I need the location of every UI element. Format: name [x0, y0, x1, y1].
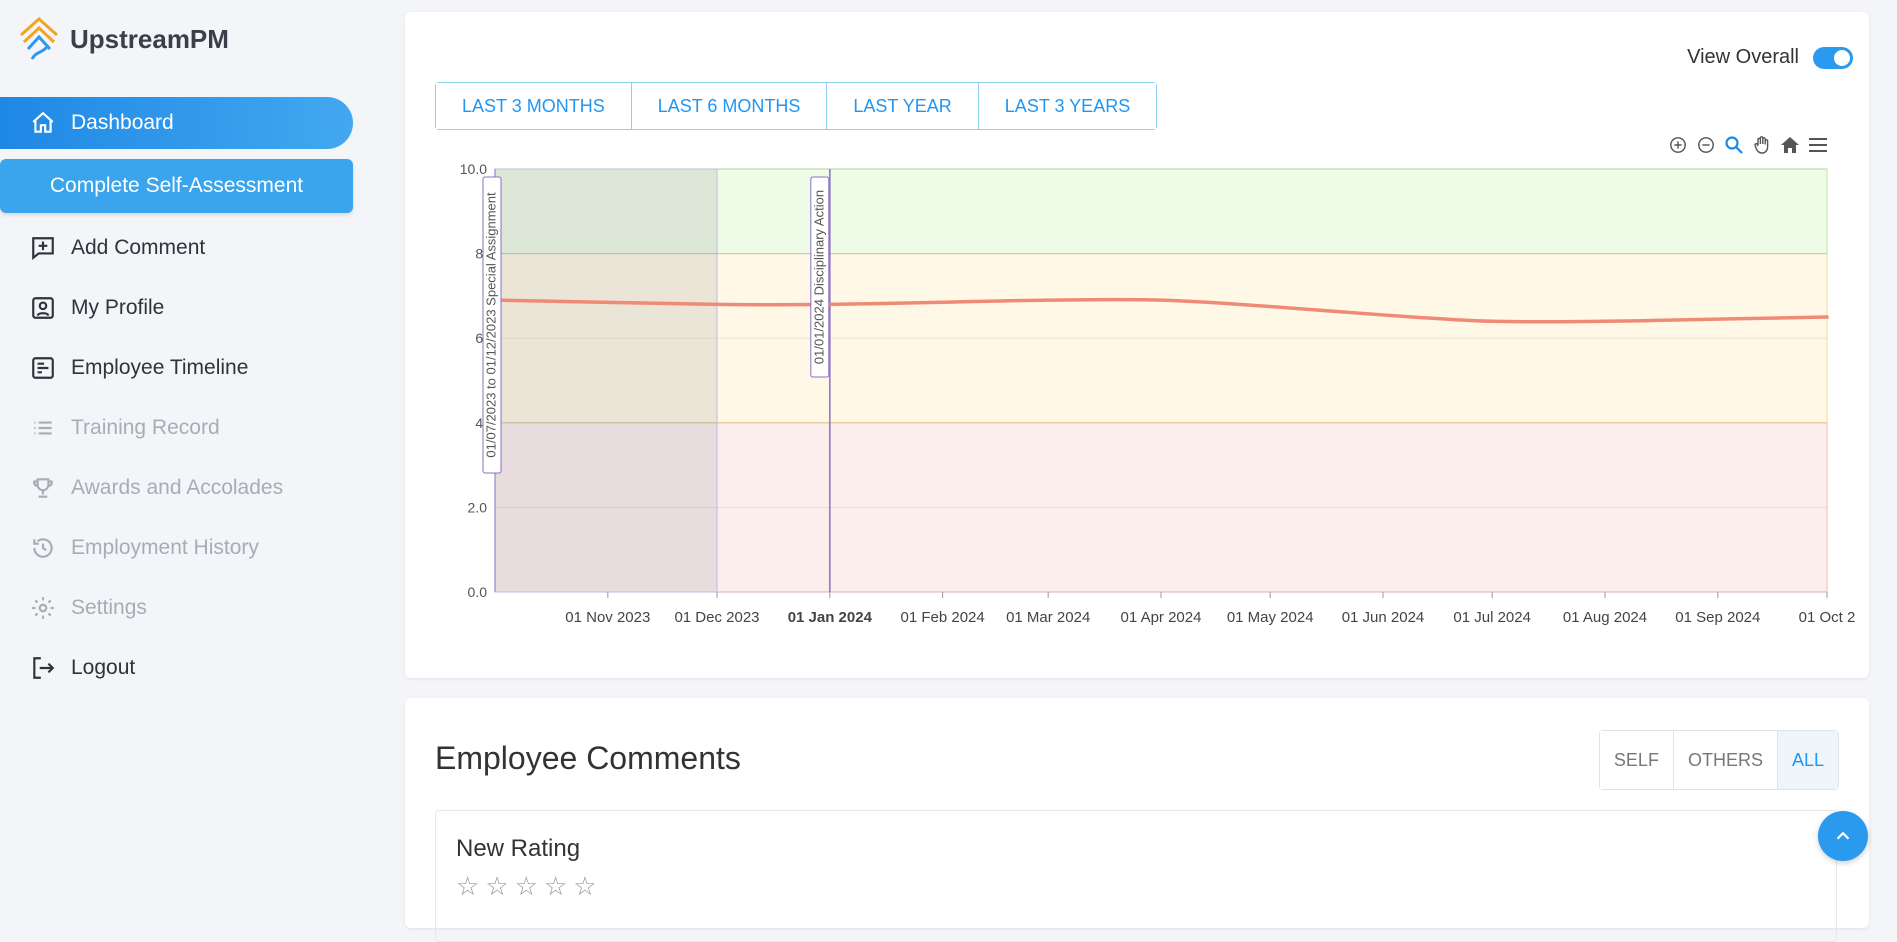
- range-last-3-months-button[interactable]: LAST 3 MONTHS: [436, 83, 632, 129]
- filter-all-button[interactable]: ALL: [1777, 731, 1838, 789]
- star-3-icon[interactable]: ☆: [514, 871, 538, 901]
- filter-self-button[interactable]: SELF: [1599, 731, 1674, 789]
- x-tick-label: 01 Mar 2024: [1006, 609, 1090, 626]
- sidebar-item-label: Training Record: [71, 416, 220, 439]
- x-tick-label: 01 Nov 2023: [565, 609, 650, 626]
- new-rating-panel: New Rating ☆ ☆ ☆ ☆ ☆: [435, 810, 1837, 942]
- filter-others-button[interactable]: OTHERS: [1673, 731, 1778, 789]
- toggle-knob: [1834, 49, 1850, 66]
- x-tick-label: 01 Oct 2: [1799, 609, 1856, 626]
- annotation-label-special-assignment: 01/07/2023 to 01/12/2023 Special Assignm…: [483, 192, 498, 458]
- pan-hand-icon[interactable]: [1751, 134, 1773, 156]
- chevron-up-icon: [1836, 831, 1850, 840]
- x-tick-label: 01 Sep 2024: [1675, 609, 1760, 626]
- sidebar-item-label: Awards and Accolades: [71, 476, 284, 499]
- annotation-label-disciplinary-action: 01/01/2024 Disciplinary Action: [811, 190, 826, 364]
- gear-icon: [29, 594, 57, 622]
- y-tick-label: 10.0: [460, 161, 487, 177]
- trophy-icon: [29, 474, 57, 502]
- scroll-to-top-button[interactable]: [1818, 811, 1868, 861]
- reset-home-icon[interactable]: [1779, 134, 1801, 156]
- sidebar-item-label: Settings: [71, 596, 147, 619]
- view-overall-control: View Overall: [1687, 46, 1853, 69]
- y-tick-label: 8.: [475, 246, 487, 262]
- list-icon: [29, 414, 57, 442]
- sidebar-item-label: Dashboard: [71, 111, 174, 134]
- sidebar-item-label: Employee Timeline: [71, 356, 249, 379]
- x-tick-label: 01 Jan 2024: [788, 609, 873, 626]
- sidebar: UpstreamPM Dashboard Complete Self-Asses…: [0, 0, 370, 910]
- x-tick-label: 01 Jul 2024: [1453, 609, 1531, 626]
- sidebar-item-employment-history[interactable]: Employment History: [0, 522, 353, 574]
- series-line-0: [493, 297, 1829, 324]
- menu-icon[interactable]: [1807, 134, 1829, 156]
- sidebar-item-my-profile[interactable]: My Profile: [0, 282, 353, 334]
- annotation-label-box: [482, 176, 502, 474]
- range-last-6-months-button[interactable]: LAST 6 MONTHS: [631, 83, 828, 129]
- range-last-3-years-button[interactable]: LAST 3 YEARS: [978, 83, 1157, 129]
- brand-logo-icon: [20, 16, 58, 60]
- brand-name: UpstreamPM: [70, 23, 229, 54]
- y-tick-label: 4.: [475, 415, 487, 431]
- y-tick-label: 0.0: [468, 584, 488, 600]
- star-1-icon[interactable]: ☆: [456, 871, 480, 901]
- date-range-selector: LAST 3 MONTHS LAST 6 MONTHS LAST YEAR LA…: [435, 82, 1158, 130]
- profile-icon: [29, 294, 57, 322]
- x-tick-label: 01 Feb 2024: [901, 609, 985, 626]
- view-overall-label: View Overall: [1687, 46, 1799, 68]
- comment-add-icon: [29, 234, 57, 262]
- timeline-icon: [29, 354, 57, 382]
- view-overall-toggle[interactable]: [1813, 46, 1853, 69]
- x-tick-label: 01 Jun 2024: [1342, 609, 1425, 626]
- star-5-icon[interactable]: ☆: [573, 871, 597, 901]
- x-tick-label: 01 Dec 2023: [674, 609, 759, 626]
- star-rating: ☆ ☆ ☆ ☆ ☆: [456, 871, 597, 902]
- x-tick-label: 01 May 2024: [1227, 609, 1314, 626]
- sidebar-item-label: Logout: [71, 656, 136, 679]
- home-icon: [29, 109, 57, 137]
- sidebar-item-add-comment[interactable]: Add Comment: [0, 222, 353, 274]
- comments-title: Employee Comments: [435, 740, 741, 776]
- star-2-icon[interactable]: ☆: [485, 871, 509, 901]
- annotation-range-special-assignment: [494, 168, 718, 593]
- star-4-icon[interactable]: ☆: [543, 871, 568, 901]
- sidebar-item-settings[interactable]: Settings: [0, 582, 353, 634]
- employee-comments-card: Employee Comments SELF OTHERS ALL New Ra…: [405, 698, 1869, 942]
- performance-line-chart: 0.0 2.0 4. 6. 8. 10.0 01 Nov 2023 01 Dec 2023 0…: [460, 161, 1856, 626]
- range-last-year-button[interactable]: LAST YEAR: [827, 83, 979, 129]
- sidebar-item-logout[interactable]: Logout: [0, 642, 353, 694]
- new-rating-title: New Rating: [456, 835, 581, 862]
- chart-toolbar: [1667, 134, 1829, 156]
- y-tick-label: 2.0: [468, 499, 488, 515]
- performance-chart-card: View Overall LAST 3 MONTHS LAST 6 MONTHS…: [405, 12, 1869, 678]
- sidebar-item-dashboard[interactable]: Dashboard: [0, 97, 353, 149]
- x-tick-label: 01 Apr 2024: [1121, 609, 1202, 626]
- logout-icon: [29, 654, 57, 682]
- complete-self-assessment-button[interactable]: Complete Self-Assessment: [0, 159, 353, 213]
- sidebar-item-employee-timeline[interactable]: Employee Timeline: [0, 342, 353, 394]
- sidebar-item-awards-and-accolades[interactable]: Awards and Accolades: [0, 462, 353, 514]
- brand[interactable]: UpstreamPM: [18, 14, 229, 64]
- history-icon: [29, 534, 57, 562]
- annotation-label-box: [810, 176, 830, 378]
- zoom-select-icon[interactable]: [1723, 134, 1745, 156]
- x-tick-label: 01 Aug 2024: [1563, 609, 1647, 626]
- sidebar-item-training-record[interactable]: Training Record: [0, 402, 353, 454]
- sidebar-item-label: Employment History: [71, 536, 259, 559]
- sidebar-item-label: My Profile: [71, 296, 165, 319]
- y-tick-label: 6.: [475, 330, 487, 346]
- sidebar-item-label: Add Comment: [71, 236, 206, 259]
- comments-filter: SELF OTHERS ALL: [1598, 730, 1839, 790]
- zoom-out-icon[interactable]: [1695, 134, 1717, 156]
- zoom-in-icon[interactable]: [1667, 134, 1689, 156]
